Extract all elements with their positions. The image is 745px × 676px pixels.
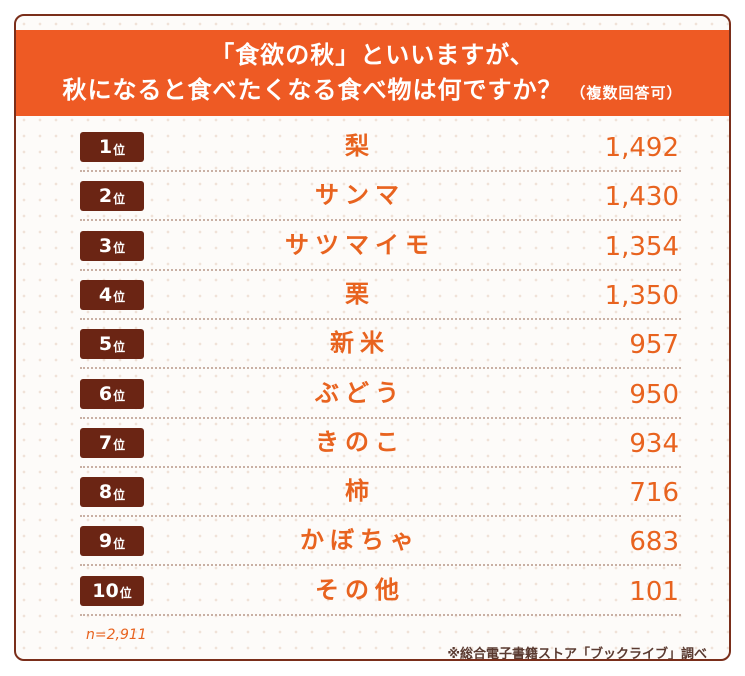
- vote-count: 1,492: [604, 133, 679, 163]
- vote-count: 934: [629, 428, 679, 459]
- ranking-row: 10 位 その他 101: [80, 568, 681, 616]
- rank-suffix: 位: [113, 536, 126, 551]
- ranking-row: 9 位 かぼちゃ 683: [80, 518, 681, 567]
- food-label: 柿: [345, 477, 375, 506]
- food-label: ぶどう: [315, 378, 405, 407]
- rank-suffix: 位: [113, 438, 126, 453]
- food-label: 栗: [345, 279, 375, 308]
- ranking-row: 5 位 新米 957: [80, 321, 681, 370]
- vote-count: 1,350: [604, 280, 679, 311]
- food-label: かぼちゃ: [300, 526, 420, 555]
- food-label: その他: [315, 575, 405, 604]
- title-note: （複数回答可）: [570, 84, 683, 102]
- ranking-card: 「食欲の秋」といいますが、 秋になると食べたくなる食べ物は何ですか？ （複数回答可…: [14, 14, 731, 661]
- rank-number: 2: [98, 185, 113, 208]
- title-line-2: 秋になると食べたくなる食べ物は何ですか？ （複数回答可）: [16, 72, 729, 111]
- ranking-row: 2 位 サンマ 1,430: [80, 173, 681, 222]
- title-banner: 「食欲の秋」といいますが、 秋になると食べたくなる食べ物は何ですか？ （複数回答可…: [16, 30, 729, 116]
- rank-suffix: 位: [113, 241, 126, 256]
- ranking-row: 3 位 サツマイモ 1,354: [80, 223, 681, 271]
- rank-suffix: 位: [113, 191, 126, 206]
- rank-number: 7: [98, 431, 113, 454]
- rank-number: 9: [98, 530, 113, 553]
- rank-number: 3: [98, 234, 113, 257]
- vote-count: 101: [629, 576, 679, 607]
- vote-count: 957: [629, 330, 679, 361]
- sample-size: n=2,911: [86, 627, 147, 643]
- rank-suffix: 位: [113, 339, 126, 354]
- rank-number: 1: [98, 136, 113, 158]
- vote-count: 1,354: [604, 231, 679, 262]
- rank-number: 8: [98, 481, 113, 504]
- vote-count: 716: [629, 478, 679, 509]
- ranking-row: 8 位 柿 716: [80, 469, 681, 518]
- title-line-2-text: 秋になると食べたくなる食べ物は何ですか？: [62, 76, 563, 104]
- food-label: 新米: [330, 329, 390, 358]
- food-label: 梨: [345, 132, 375, 160]
- source-note: ※総合電子書籍ストア「ブックライブ」調べ: [447, 647, 707, 661]
- food-label: きのこ: [315, 427, 405, 456]
- rank-number: 10: [92, 579, 119, 602]
- ranking-row: 6 位 ぶどう 950: [80, 371, 681, 419]
- rank-suffix: 位: [113, 389, 126, 403]
- vote-count: 950: [629, 379, 679, 410]
- rank-number: 5: [98, 333, 113, 356]
- vote-count: 1,430: [604, 182, 679, 213]
- rank-badge: 10 位: [80, 575, 144, 606]
- rank-number: 6: [98, 382, 113, 405]
- rank-suffix: 位: [113, 142, 126, 157]
- rank-number: 4: [98, 283, 113, 306]
- rank-suffix: 位: [113, 290, 126, 305]
- rank-suffix: 位: [119, 586, 132, 601]
- food-label: サツマイモ: [285, 230, 435, 259]
- ranking-row: 1 位 梨 1,492: [80, 124, 681, 172]
- title-line-1: 「食欲の秋」といいますが、: [210, 41, 535, 69]
- food-label: サンマ: [315, 181, 405, 210]
- ranking-row: 4 位 栗 1,350: [80, 272, 681, 320]
- rank-suffix: 位: [113, 487, 126, 502]
- ranking-row: 7 位 きのこ 934: [80, 420, 681, 468]
- vote-count: 683: [629, 527, 679, 558]
